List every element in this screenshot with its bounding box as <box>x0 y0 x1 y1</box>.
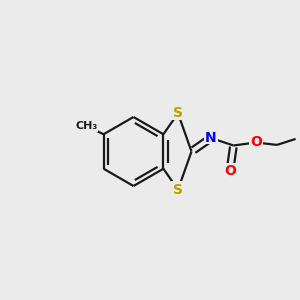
FancyBboxPatch shape <box>223 164 236 177</box>
FancyBboxPatch shape <box>75 120 98 132</box>
Text: S: S <box>173 183 183 196</box>
Text: N: N <box>205 131 217 145</box>
Text: S: S <box>173 106 183 120</box>
FancyBboxPatch shape <box>204 130 218 144</box>
Text: O: O <box>224 164 236 178</box>
FancyBboxPatch shape <box>170 181 185 196</box>
FancyBboxPatch shape <box>170 105 185 120</box>
Text: CH₃: CH₃ <box>75 121 97 131</box>
FancyBboxPatch shape <box>249 135 262 148</box>
Text: O: O <box>250 136 262 149</box>
